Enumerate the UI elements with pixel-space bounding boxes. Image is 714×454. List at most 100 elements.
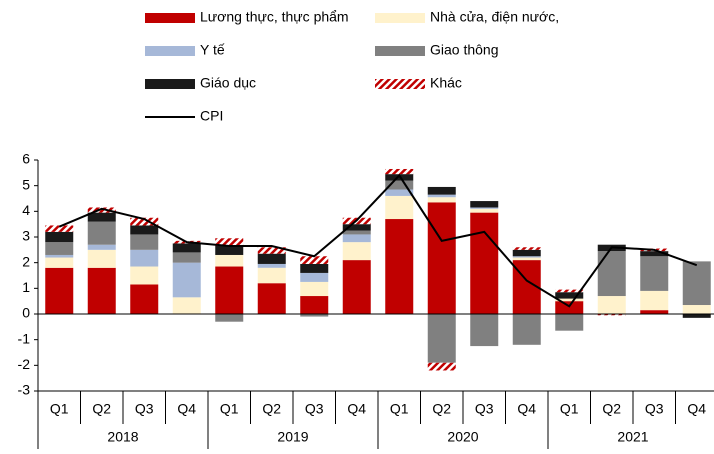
bar-segment [385, 189, 414, 196]
legend-swatch [145, 13, 195, 23]
x-tick-label: Q1 [560, 401, 579, 417]
bar-segment [172, 262, 201, 298]
bar-segment [215, 238, 244, 246]
bar-segment [682, 314, 711, 318]
bar-segment [597, 314, 626, 316]
bar-segment [555, 289, 584, 293]
y-tick-label: 2 [22, 253, 30, 269]
bar-segment [427, 186, 456, 195]
y-tick-label: 3 [22, 228, 30, 244]
bar-segment [130, 217, 159, 226]
bar-segment [257, 267, 286, 284]
bar-segment [427, 314, 456, 363]
y-tick-label: 4 [22, 202, 30, 218]
bar-segment [172, 243, 201, 253]
bar-segment [385, 219, 414, 314]
bar-segment [640, 256, 669, 291]
bar-segment [87, 207, 116, 213]
x-tick-label: Q3 [645, 401, 664, 417]
bar-segment [342, 260, 371, 314]
year-label: 2021 [617, 429, 648, 445]
bar-segment [45, 257, 74, 268]
y-tick-label: 0 [22, 305, 30, 321]
legend-swatch [375, 79, 425, 89]
y-tick-label: -1 [18, 330, 31, 346]
bar-segment [257, 247, 286, 254]
bar-segment [300, 272, 329, 282]
bar-segment [87, 267, 116, 314]
bar-segment [385, 180, 414, 190]
bar-segment [300, 296, 329, 314]
y-tick-label: -2 [18, 356, 31, 372]
x-tick-label: Q2 [92, 401, 111, 417]
bar-segment [512, 247, 541, 250]
bar-segment [300, 314, 329, 317]
bar-segment [215, 314, 244, 322]
legend-label: Nhà cửa, điện nước, [430, 9, 559, 25]
bar-segment [172, 252, 201, 263]
x-tick-label: Q1 [220, 401, 239, 417]
legend-label: Giáo dục [200, 75, 256, 91]
bar-segment [172, 297, 201, 314]
x-tick-label: Q4 [687, 401, 706, 417]
bar-segment [87, 244, 116, 250]
year-label: 2018 [107, 429, 138, 445]
bar-segment [87, 221, 116, 245]
x-tick-label: Q2 [432, 401, 451, 417]
bar-segment [300, 281, 329, 297]
bar-segment [597, 296, 626, 314]
x-tick-label: Q4 [517, 401, 536, 417]
x-tick-label: Q3 [135, 401, 154, 417]
bar-segment [427, 197, 456, 203]
legend-label: CPI [200, 108, 223, 124]
bar-segment [555, 298, 584, 302]
y-tick-label: -3 [18, 382, 31, 398]
x-tick-label: Q3 [305, 401, 324, 417]
bar-segment [215, 254, 244, 267]
legend-label: Khác [430, 75, 462, 91]
bar-segment [470, 207, 499, 209]
year-label: 2019 [277, 429, 308, 445]
bar-segment [512, 256, 541, 258]
year-label: 2020 [447, 429, 478, 445]
y-tick-label: 1 [22, 279, 30, 295]
bar-segment [300, 256, 329, 264]
legend-swatch [375, 46, 425, 56]
bar-segment [470, 314, 499, 347]
x-tick-label: Q4 [347, 401, 366, 417]
bar-segment [470, 201, 499, 208]
bar-segment [130, 284, 159, 314]
bar-segment [257, 253, 286, 264]
bar-segment [470, 212, 499, 314]
bar-segment [45, 225, 74, 232]
bar-segment [682, 305, 711, 314]
bar-segment [257, 263, 286, 268]
legend-label: Lương thực, thực phẩm [200, 9, 349, 25]
bar-segment [215, 266, 244, 314]
bar-segment [512, 314, 541, 345]
y-tick-label: 5 [22, 176, 30, 192]
bar-segment [640, 290, 669, 311]
bar-segment [512, 249, 541, 257]
x-tick-label: Q2 [602, 401, 621, 417]
bar-segment [87, 249, 116, 268]
x-tick-label: Q3 [475, 401, 494, 417]
x-tick-label: Q1 [390, 401, 409, 417]
bar-segment [640, 310, 669, 314]
legend-swatch [375, 13, 425, 23]
bar-segment [682, 261, 711, 306]
bar-segment [427, 194, 456, 198]
legend-label: Giao thông [430, 42, 499, 58]
bar-segment [342, 234, 371, 243]
bar-segment [130, 234, 159, 250]
bar-segment [215, 245, 244, 255]
bar-segment [427, 362, 456, 371]
bar-segment [640, 251, 669, 257]
cpi-line [58, 173, 698, 308]
bar-segment [342, 224, 371, 231]
x-tick-label: Q1 [50, 401, 69, 417]
x-tick-label: Q4 [177, 401, 196, 417]
bar-segment [385, 195, 414, 220]
legend-swatch [145, 79, 195, 89]
